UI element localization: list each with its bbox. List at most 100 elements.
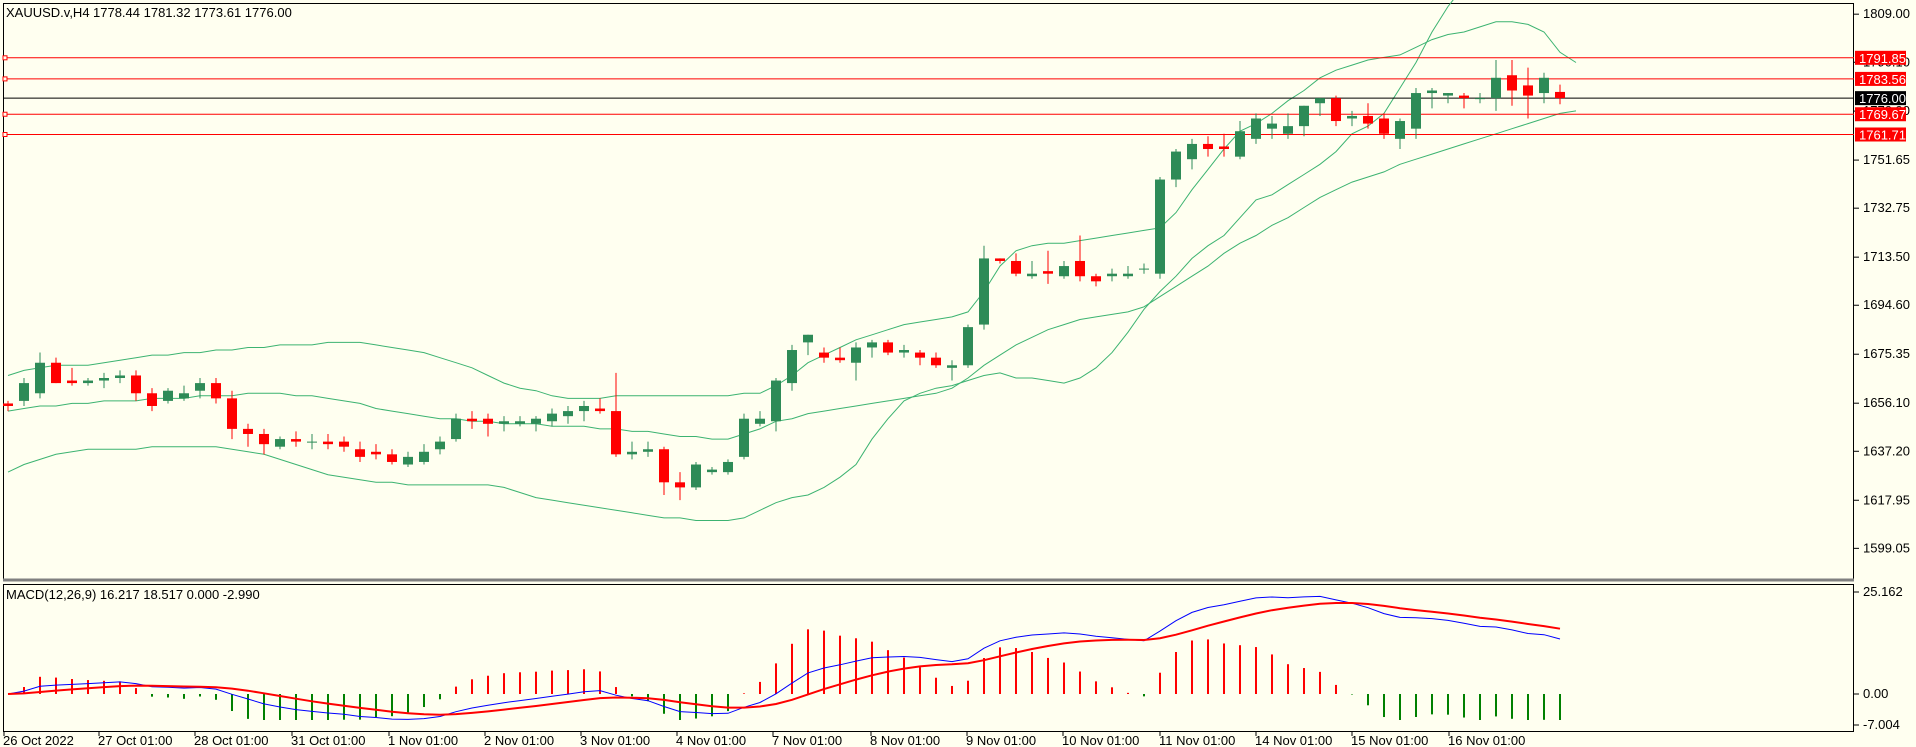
candle-body xyxy=(275,439,285,447)
candle-body xyxy=(435,441,445,450)
level-handle[interactable] xyxy=(2,55,8,61)
candle-body xyxy=(739,418,749,457)
candle-body xyxy=(755,418,765,424)
candle-body xyxy=(291,439,301,442)
time-tick-label: 14 Nov 01:00 xyxy=(1255,733,1332,747)
price-tag-label: 1776.00 xyxy=(1859,91,1906,106)
candle-body xyxy=(387,454,397,462)
candle-body xyxy=(1075,260,1085,277)
candle-body xyxy=(1459,95,1469,99)
time-tick-label: 2 Nov 01:00 xyxy=(484,733,554,747)
candle-body xyxy=(979,258,989,325)
price-tick-label: 1809.00 xyxy=(1863,6,1910,21)
candle-body xyxy=(611,411,621,455)
time-tick-label: 8 Nov 01:00 xyxy=(870,733,940,747)
level-handle[interactable] xyxy=(2,111,8,117)
price-tick-label: 1656.10 xyxy=(1863,395,1910,410)
candle-body xyxy=(1379,118,1389,134)
candle-body xyxy=(883,342,893,353)
candle-body xyxy=(659,449,669,483)
price-tick-label: 1599.05 xyxy=(1863,540,1910,555)
candle-body xyxy=(227,398,237,429)
candle-body xyxy=(1027,273,1037,277)
candle-body xyxy=(1299,105,1309,127)
candle-body xyxy=(19,383,29,401)
candle-body xyxy=(819,352,829,358)
candle-body xyxy=(115,375,125,379)
time-tick-label: 31 Oct 01:00 xyxy=(291,733,365,747)
candle-body xyxy=(211,383,221,399)
time-tick-label: 27 Oct 01:00 xyxy=(98,733,172,747)
price-tick-label: 1713.50 xyxy=(1863,249,1910,264)
price-tick-label: 1675.35 xyxy=(1863,346,1910,361)
level-handle[interactable] xyxy=(2,76,8,82)
candle-body xyxy=(1475,98,1485,100)
price-tick-label: 1637.20 xyxy=(1863,443,1910,458)
bollinger-lower-line xyxy=(7,0,1454,521)
level-handle[interactable] xyxy=(2,131,8,137)
macd-tick-label: 0.00 xyxy=(1863,686,1888,701)
time-axis: 26 Oct 2022 27 Oct 01:00 28 Oct 01:00 31 Oc… xyxy=(3,731,1525,747)
candle-body xyxy=(451,418,461,440)
time-tick-label: 28 Oct 01:00 xyxy=(194,733,268,747)
candle-body xyxy=(1411,93,1421,129)
candle-body xyxy=(1331,98,1341,122)
candles xyxy=(3,59,1565,501)
candle-body xyxy=(179,393,189,399)
candle-body xyxy=(1219,146,1229,150)
candle-body xyxy=(515,421,525,424)
candle-body xyxy=(1491,77,1501,99)
candle-body xyxy=(547,413,557,422)
price-tag xyxy=(1855,91,1906,106)
candle-body xyxy=(99,378,109,381)
macd-tick-label: 25.162 xyxy=(1863,584,1903,599)
ohlc-readout: 1778.44 1781.32 1773.61 1776.00 xyxy=(93,5,292,20)
candle-body xyxy=(1139,268,1149,270)
candle-body xyxy=(691,464,701,488)
candle-body xyxy=(1539,77,1549,94)
candle-body xyxy=(1315,98,1325,104)
time-tick-label: 4 Nov 01:00 xyxy=(676,733,746,747)
candle-body xyxy=(867,342,877,348)
price-tag-label: 1791.85 xyxy=(1859,51,1906,66)
candle-body xyxy=(339,441,349,447)
macd-signal-line xyxy=(7,602,1561,716)
candle-body xyxy=(995,258,1005,261)
candle-body xyxy=(915,352,925,358)
candle-body xyxy=(899,350,909,353)
candle-body xyxy=(931,357,941,366)
time-tick-label: 9 Nov 01:00 xyxy=(966,733,1036,747)
time-tick-label: 15 Nov 01:00 xyxy=(1351,733,1428,747)
candle-body xyxy=(531,418,541,424)
macd-lines xyxy=(7,595,1561,720)
candle-body xyxy=(1251,118,1261,139)
price-tag xyxy=(1855,107,1906,122)
candle-body xyxy=(131,375,141,394)
price-tag xyxy=(1855,71,1906,86)
candle-body xyxy=(1043,271,1053,274)
candle-body xyxy=(1011,260,1021,274)
candle-body xyxy=(1443,93,1453,96)
macd-label: MACD(12,26,9) 16.217 18.517 0.000 -2.990 xyxy=(6,587,260,602)
candle-body xyxy=(1203,143,1213,150)
symbol-label: XAUUSD.v,H4 xyxy=(6,5,90,20)
candle-body xyxy=(1235,131,1245,157)
macd-main-line xyxy=(7,595,1561,720)
candle-body xyxy=(707,469,717,473)
candle-body xyxy=(1395,121,1405,139)
price-tag-label: 1783.56 xyxy=(1859,72,1906,87)
candle-body xyxy=(499,421,509,424)
candle-body xyxy=(3,403,13,406)
candle-body xyxy=(771,380,781,422)
macd-tick-label: -7.004 xyxy=(1863,717,1900,732)
time-tick-label: 16 Nov 01:00 xyxy=(1448,733,1525,747)
candle-body xyxy=(419,451,429,462)
candle-body xyxy=(371,451,381,455)
candle-body xyxy=(1427,90,1437,94)
price-tick-label: 1732.75 xyxy=(1863,200,1910,215)
candle-body xyxy=(35,362,45,394)
candle-body xyxy=(259,433,269,445)
price-tag-label: 1761.71 xyxy=(1859,127,1906,142)
